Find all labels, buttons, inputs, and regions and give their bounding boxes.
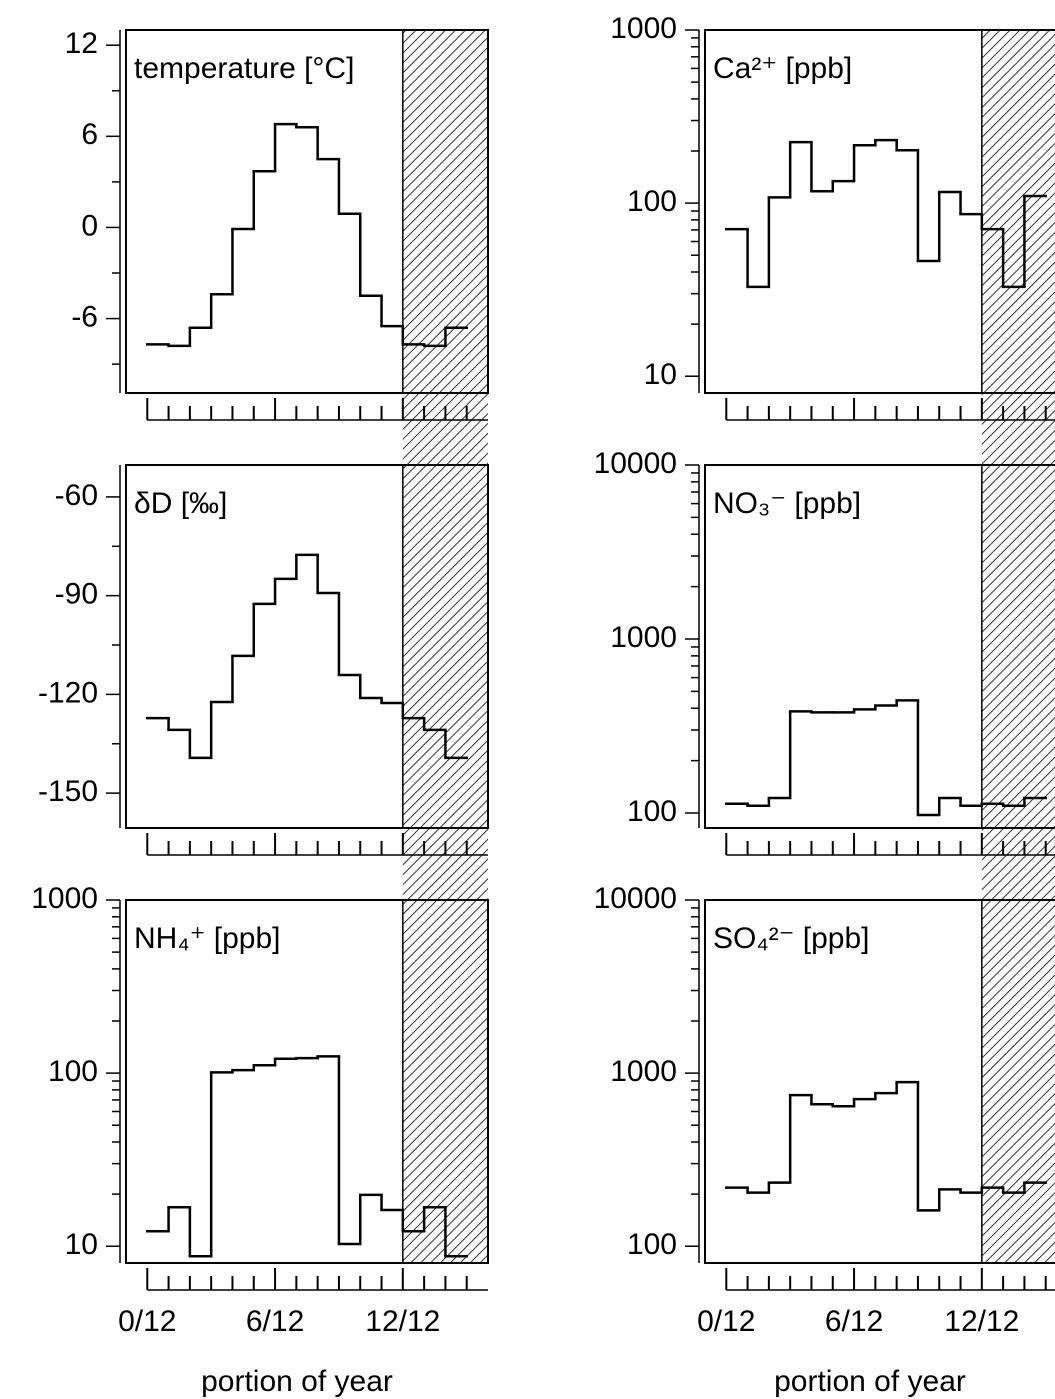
y-tick-label: -60: [55, 479, 98, 512]
y-tick-label: -150: [38, 775, 98, 808]
y-tick-label: 6: [81, 118, 98, 151]
hatched-region: [981, 465, 1055, 900]
panel-title: NH₄⁺ [ppb]: [134, 922, 280, 955]
x-tick-label: 6/12: [825, 1305, 883, 1338]
x-tick-label: 12/12: [944, 1305, 1019, 1338]
panel-title: δD [‰]: [134, 487, 227, 520]
x-tick-label: 12/12: [365, 1305, 440, 1338]
y-tick-label: 10000: [594, 882, 677, 915]
plot-frame: [704, 29, 1055, 394]
y-tick-label: 100: [627, 795, 677, 828]
panel-title: temperature [°C]: [134, 52, 354, 85]
y-tick-label: -90: [55, 578, 98, 611]
plot-frame: [125, 464, 489, 829]
y-tick-label: 10000: [594, 447, 677, 480]
plot-frame: [704, 899, 1055, 1264]
y-tick-label: 100: [627, 185, 677, 218]
panel-title: NO₃⁻ [ppb]: [713, 487, 861, 520]
y-tick-label: 12: [65, 27, 98, 60]
y-tick-label: 100: [48, 1055, 98, 1088]
y-tick-label: 1000: [610, 1055, 677, 1088]
hatched-region: [981, 900, 1055, 1263]
panel-title: SO₄²⁻ [ppb]: [713, 922, 869, 955]
plot-frame: [704, 464, 1055, 829]
x-tick-label: 0/12: [697, 1305, 755, 1338]
x-axis-label: portion of year: [774, 1365, 966, 1398]
y-tick-label: 10: [644, 358, 677, 391]
plot-frame: [125, 899, 489, 1264]
hatched-region: [402, 900, 488, 1263]
y-tick-label: -120: [38, 676, 98, 709]
y-tick-label: 1000: [31, 882, 98, 915]
panel-title: Ca²⁺ [ppb]: [713, 52, 852, 85]
hatched-region: [402, 465, 488, 900]
x-tick-label: 0/12: [118, 1305, 176, 1338]
x-axis-label: portion of year: [201, 1365, 393, 1398]
hatched-region: [402, 30, 488, 465]
hatched-region: [981, 30, 1055, 465]
y-tick-label: -6: [71, 300, 98, 333]
y-tick-label: 1000: [610, 621, 677, 654]
y-tick-label: 100: [627, 1228, 677, 1261]
y-tick-label: 0: [81, 209, 98, 242]
x-tick-label: 6/12: [246, 1305, 304, 1338]
y-tick-label: 10: [65, 1228, 98, 1261]
plot-frame: [125, 29, 489, 394]
y-tick-label: 1000: [610, 12, 677, 45]
